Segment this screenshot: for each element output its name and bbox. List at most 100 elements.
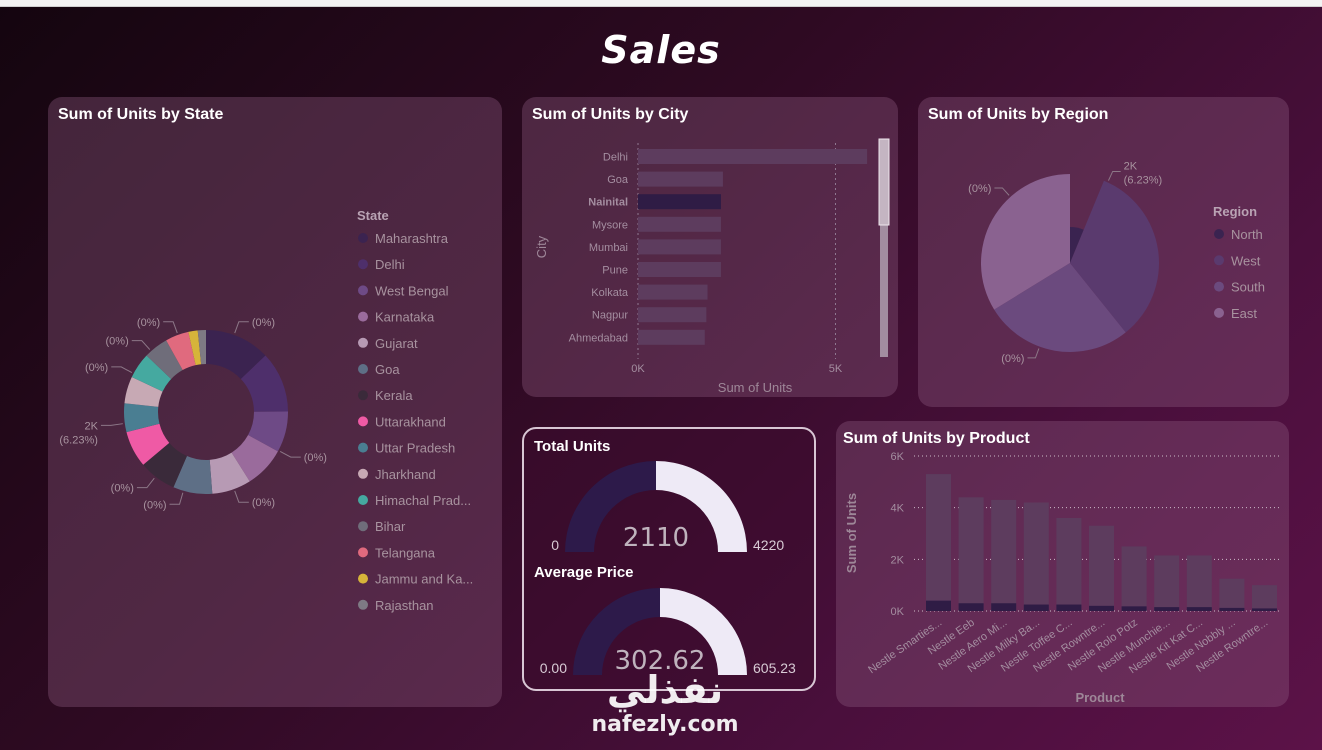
state-slice[interactable] [248,411,288,452]
state-legend-item[interactable]: Jammu and Ka... [375,572,473,587]
product-bar-highlight[interactable] [1089,605,1114,611]
state-data-label: (0%) [252,317,275,329]
product-bar-highlight[interactable] [1154,607,1180,611]
kpi-gauges-card[interactable]: Total Units Average Price 2110 0 4220 302.6… [522,427,816,691]
city-bar[interactable] [638,149,868,164]
product-bar[interactable] [1023,502,1049,612]
product-bar-highlight[interactable] [1023,604,1049,611]
city-bar[interactable] [638,194,721,210]
state-slice[interactable] [131,355,172,392]
product-bar[interactable] [1089,525,1114,611]
product-bar-highlight[interactable] [1056,604,1082,611]
state-legend-item[interactable]: Maharashtra [375,231,449,246]
state-slice[interactable] [126,423,170,465]
state-slice[interactable] [166,331,196,371]
city-category-label: Ahmedabad [569,332,628,344]
state-legend-item[interactable]: Rajasthan [375,598,434,613]
product-bar-highlight[interactable] [1186,607,1212,611]
state-legend-item[interactable]: Telangana [375,545,436,560]
product-bar-highlight[interactable] [926,600,951,611]
city-bar[interactable] [638,307,707,323]
region-slice[interactable] [994,263,1126,352]
product-y-axis-title: Sum of Units [844,493,859,573]
state-legend-marker [358,521,368,532]
region-slice[interactable] [1070,180,1159,333]
city-category-label: Nagpur [592,310,628,322]
product-bar[interactable] [1252,585,1277,611]
product-y-tick: 4K [891,503,905,515]
state-data-label: (0%) [106,336,129,348]
product-bar[interactable] [991,499,1017,611]
city-bar[interactable] [638,239,721,255]
region-legend-marker [1214,281,1224,292]
state-slice[interactable] [173,456,213,494]
product-bar-highlight[interactable] [958,603,984,611]
state-slice[interactable] [124,377,163,407]
state-legend-item[interactable]: West Bengal [375,283,449,298]
product-bar[interactable] [926,474,951,611]
state-legend-marker [358,442,368,453]
region-legend-item[interactable]: North [1231,227,1263,242]
state-leader-line [163,321,178,334]
state-legend-item[interactable]: Delhi [375,257,405,272]
units-by-city-chart[interactable]: 0K 5K Delhi Goa Nainital Mysore Mumbai Pune Kolk… [522,97,898,397]
units-by-state-card[interactable]: Sum of Units by State (0%) (0%) (0%) (0%) (0… [48,97,502,707]
state-legend-item[interactable]: Uttar Pradesh [375,441,455,456]
state-legend-item[interactable]: Gujarat [375,336,418,351]
state-legend-item[interactable]: Karnataka [375,310,435,325]
state-slice[interactable] [231,435,278,482]
city-bar[interactable] [638,171,723,187]
product-x-axis-title: Product [1075,690,1125,705]
state-chart-title: Sum of Units by State [58,106,224,123]
state-legend-item[interactable]: Goa [375,362,400,377]
region-legend-item[interactable]: East [1231,306,1257,321]
region-slice[interactable] [1070,227,1084,263]
city-bar[interactable] [638,329,705,345]
units-by-city-card[interactable]: Sum of Units by City 0K 5K Delhi Goa Nainita… [522,97,898,397]
units-by-region-chart[interactable]: 2K (6.23%) (0%) (0%) Region North West South Eas… [918,97,1289,407]
region-legend-item[interactable]: West [1231,253,1261,268]
product-bar-highlight[interactable] [991,603,1017,611]
units-by-region-card[interactable]: Sum of Units by Region 2K (6.23%) (0%) (0%)… [918,97,1289,407]
units-by-state-chart[interactable]: (0%) (0%) (0%) (0%) (0%) 2K (6.23%) (0%) (0%) (0%… [48,97,502,707]
state-legend-item[interactable]: Kerala [375,388,413,403]
state-slice[interactable] [197,330,206,365]
state-legend-marker [358,416,368,427]
city-scrollbar-track[interactable] [880,139,888,357]
product-bar-highlight[interactable] [1219,607,1245,611]
city-bar[interactable] [638,262,721,277]
state-slice[interactable] [240,355,288,412]
state-slice[interactable] [146,340,183,379]
state-slice[interactable] [206,330,266,379]
product-bar[interactable] [1219,578,1245,611]
city-bar[interactable] [638,284,708,300]
state-data-label: (0%) [137,317,160,329]
units-by-product-card[interactable]: Sum of Units by Product 0K 2K 4K 6K Nestle S… [836,421,1289,707]
region-legend-item[interactable]: South [1231,280,1265,295]
gauge-fill [573,588,661,675]
state-legend-item[interactable]: Bihar [375,519,406,534]
state-slice[interactable] [124,403,160,433]
kpi-gauges[interactable]: 2110 0 4220 302.62 0.00 605.23 [524,429,814,689]
product-bar-highlight[interactable] [1252,608,1277,611]
state-legend-item[interactable]: Himachal Prad... [375,493,471,508]
region-slice[interactable] [981,174,1070,310]
state-leader-line [136,477,155,489]
product-bar[interactable] [1186,555,1212,611]
product-bar[interactable] [1121,546,1147,611]
state-slice[interactable] [143,442,187,488]
city-x-axis-title: Sum of Units [718,380,793,395]
watermark-arabic: نفذلي [606,668,724,712]
state-slice[interactable] [188,330,202,366]
product-bar[interactable] [1154,555,1180,611]
state-legend-item[interactable]: Uttarakhand [375,414,446,429]
product-bar[interactable] [958,497,984,611]
city-bar[interactable] [638,216,721,232]
state-legend-item[interactable]: Jharkhand [375,467,436,482]
product-bar-highlight[interactable] [1121,606,1147,611]
city-scrollbar-thumb[interactable] [878,138,890,226]
product-bar[interactable] [1056,518,1082,611]
city-category-label: Delhi [603,152,628,164]
state-slice[interactable] [209,452,250,494]
